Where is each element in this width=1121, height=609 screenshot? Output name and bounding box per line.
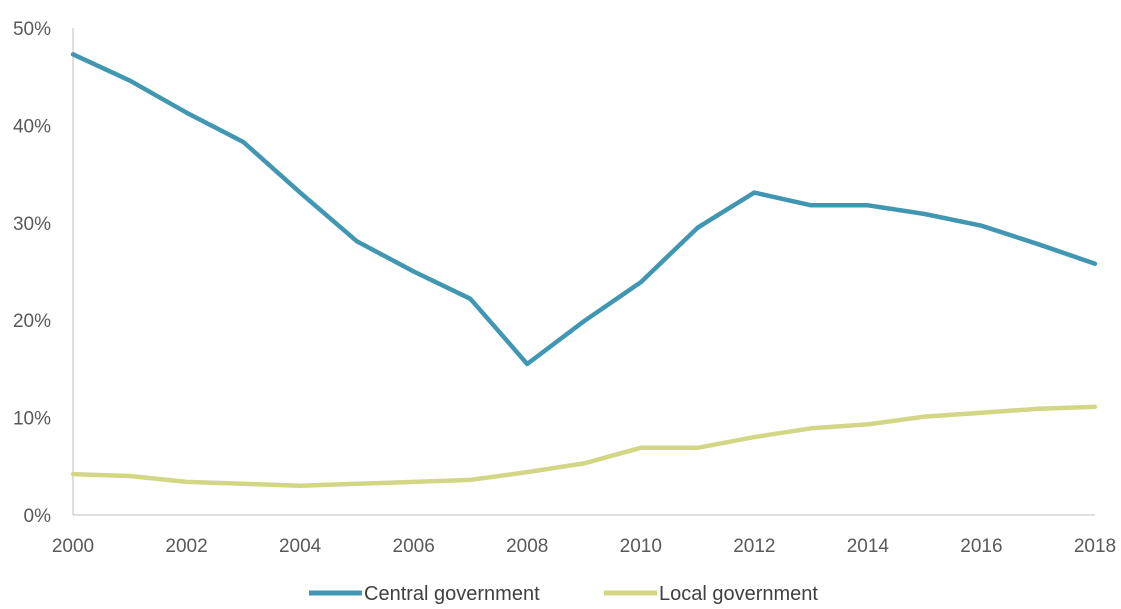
y-tick-label: 10% <box>13 409 51 430</box>
y-tick-label: 50% <box>13 19 51 40</box>
y-tick-label: 40% <box>13 116 51 137</box>
x-tick-label: 2010 <box>620 536 662 557</box>
axes <box>72 28 1095 516</box>
x-tick-label: 2006 <box>393 536 435 557</box>
x-tick-label: 2014 <box>847 536 890 557</box>
x-tick-label: 2018 <box>1074 536 1116 557</box>
y-tick-label: 0% <box>24 506 52 527</box>
series-line-local-government <box>70 404 1098 489</box>
y-axis-ticks: 0% 10% 20% 30% 40% 50% <box>13 19 51 527</box>
x-tick-label: 2004 <box>279 536 322 557</box>
x-tick-label: 2016 <box>960 536 1002 557</box>
legend: Central government Local government <box>309 583 818 605</box>
x-axis-ticks: 2000 2002 2004 2006 2008 2010 2012 2014 2016 2018 <box>52 536 1116 557</box>
x-tick-label: 2008 <box>506 536 548 557</box>
series-line-central-government <box>70 52 1098 367</box>
legend-label: Local government <box>659 583 818 604</box>
legend-label: Central government <box>364 583 540 604</box>
x-tick-label: 2000 <box>52 536 94 557</box>
y-tick-label: 30% <box>13 214 51 235</box>
x-tick-label: 2002 <box>165 536 207 557</box>
x-tick-label: 2012 <box>733 536 775 557</box>
series-layer <box>70 52 1098 489</box>
y-tick-label: 20% <box>13 311 51 332</box>
